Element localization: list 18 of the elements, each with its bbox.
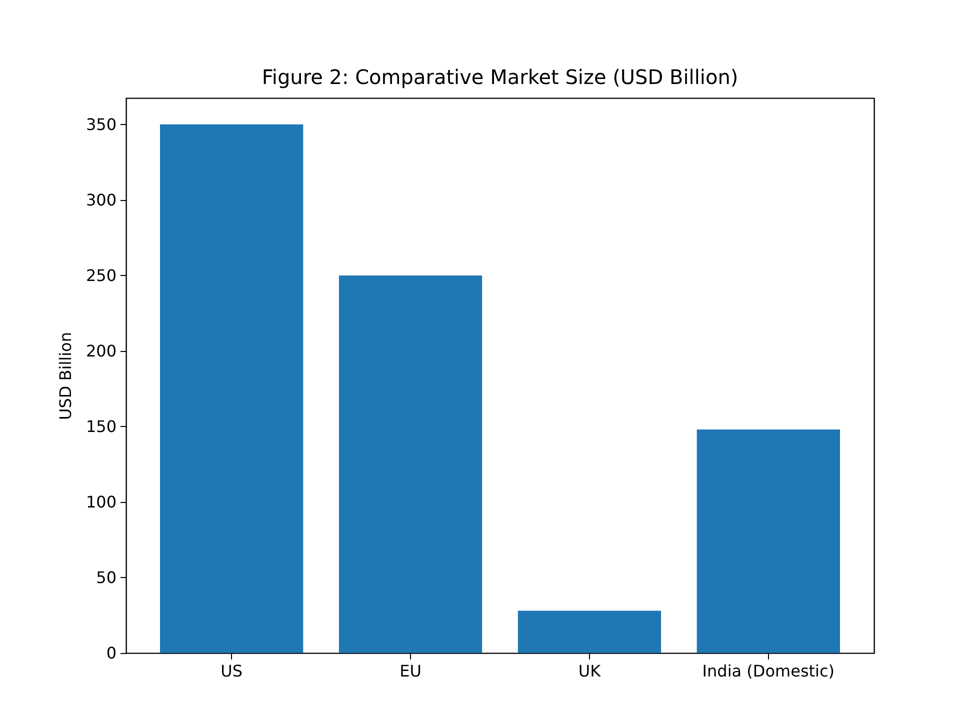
bar: [518, 610, 662, 653]
bar: [696, 429, 840, 653]
y-tick-label: 50: [96, 568, 116, 587]
y-tick-label: 250: [86, 266, 116, 285]
y-tick-label: 150: [86, 416, 116, 436]
y-tick-label: 100: [86, 492, 116, 512]
bar: [338, 275, 482, 653]
x-tick-label: US: [220, 662, 243, 680]
y-axis-title: USD Billion: [56, 332, 75, 420]
x-tick-label: EU: [400, 662, 422, 680]
y-tick-label: 300: [86, 190, 116, 210]
x-tick-label: UK: [578, 662, 602, 680]
bar: [160, 124, 304, 653]
y-tick-label: 350: [86, 114, 116, 134]
y-tick-label: 0: [106, 644, 116, 662]
chart-title: Figure 2: Comparative Market Size (USD Billion): [262, 65, 738, 89]
y-tick-label: 200: [86, 341, 116, 360]
x-tick-label: India (Domestic): [702, 662, 835, 680]
